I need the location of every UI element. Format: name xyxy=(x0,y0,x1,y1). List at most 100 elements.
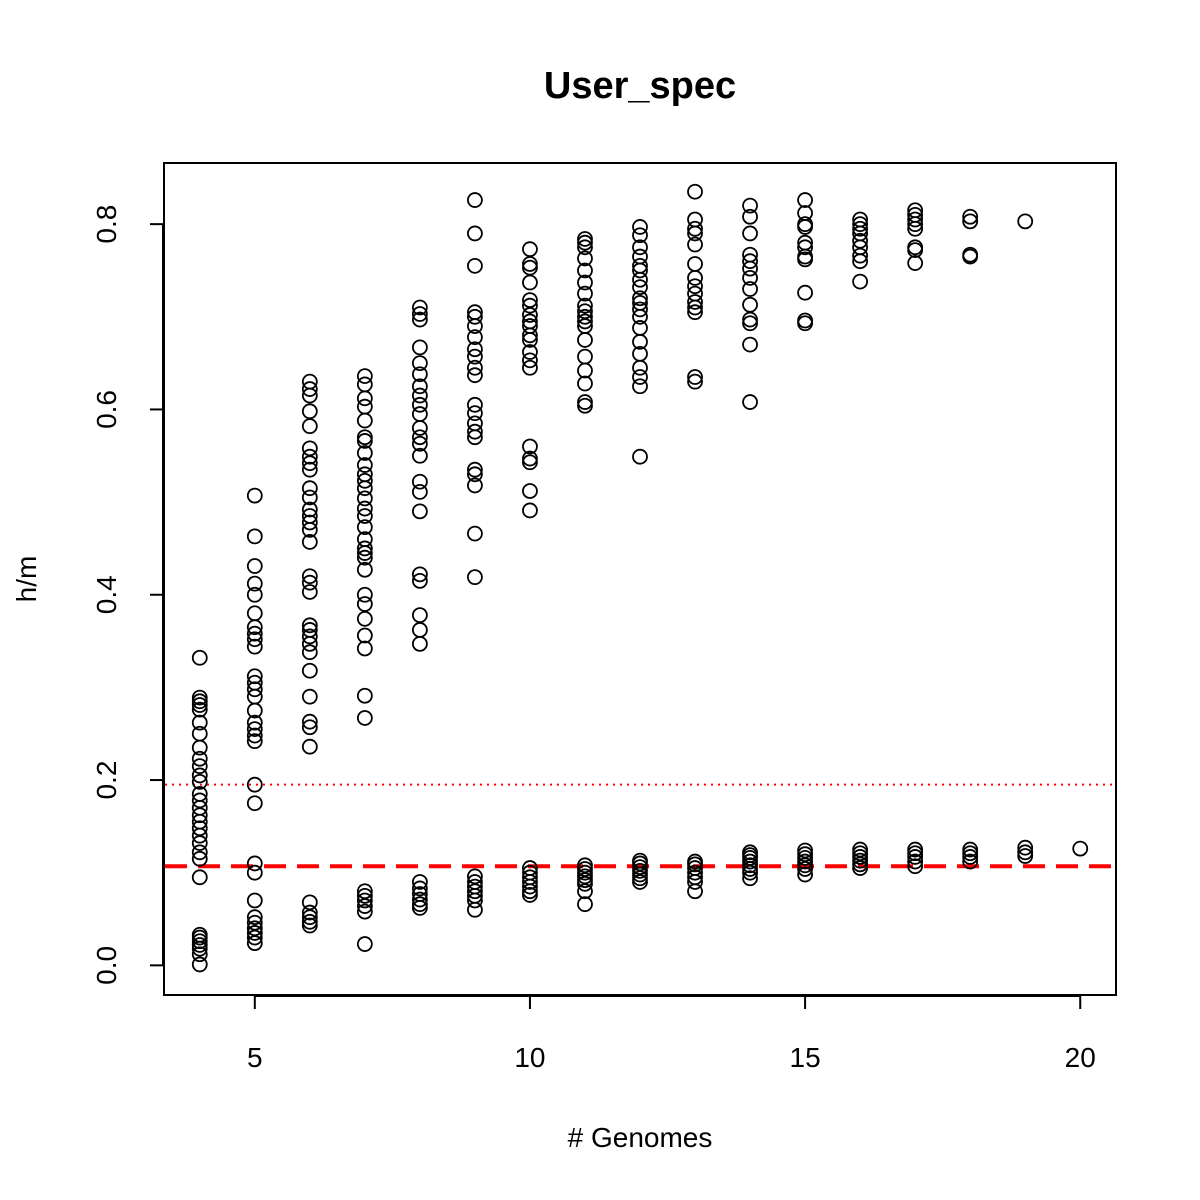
data-point xyxy=(632,271,648,288)
data-point xyxy=(356,490,373,507)
data-point xyxy=(301,917,318,934)
data-point xyxy=(246,855,263,872)
data-point xyxy=(632,866,648,883)
data-point xyxy=(301,403,318,420)
data-point xyxy=(191,850,208,867)
data-point xyxy=(577,883,593,900)
data-point xyxy=(797,192,813,208)
data-point xyxy=(632,308,648,325)
data-point xyxy=(797,849,813,866)
data-point xyxy=(191,758,208,775)
data-point xyxy=(467,348,483,365)
data-point xyxy=(356,433,373,449)
reference-lines xyxy=(165,783,1115,869)
data-point xyxy=(632,219,648,235)
data-point xyxy=(797,853,813,870)
x-axis: 5 10 15 20 xyxy=(247,995,1096,1073)
data-point xyxy=(467,423,483,440)
data-point xyxy=(301,688,318,705)
data-point xyxy=(356,936,373,952)
data-point xyxy=(301,644,318,661)
data-point xyxy=(577,285,593,302)
data-point xyxy=(742,225,758,242)
data-point xyxy=(577,348,593,365)
data-point xyxy=(742,853,758,870)
data-point xyxy=(687,220,703,237)
data-point xyxy=(467,569,483,586)
data-point xyxy=(962,213,979,230)
data-point xyxy=(522,352,538,369)
data-point xyxy=(852,247,869,264)
data-point xyxy=(411,311,428,328)
data-point xyxy=(852,849,869,865)
data-point xyxy=(356,545,373,561)
data-point xyxy=(522,359,538,376)
data-point xyxy=(411,420,428,436)
x-tick-label: 20 xyxy=(1065,1042,1096,1073)
data-point xyxy=(522,332,538,348)
data-point xyxy=(742,253,758,270)
data-point xyxy=(852,856,869,873)
data-point xyxy=(577,234,593,251)
data-point xyxy=(411,406,428,422)
x-tick-label: 10 xyxy=(514,1042,545,1073)
data-point xyxy=(632,378,648,395)
data-point xyxy=(1072,840,1089,857)
data-point xyxy=(467,257,483,274)
data-point xyxy=(246,528,263,545)
data-point xyxy=(577,362,593,379)
data-point xyxy=(632,862,648,879)
data-point xyxy=(301,418,318,435)
data-point xyxy=(356,892,373,909)
data-point xyxy=(467,461,483,478)
data-point xyxy=(356,586,373,603)
data-point xyxy=(742,269,758,286)
data-point xyxy=(687,373,703,390)
data-point xyxy=(246,487,263,504)
data-point xyxy=(246,619,263,636)
data-point xyxy=(522,883,538,900)
data-point xyxy=(411,572,428,589)
data-point xyxy=(687,883,703,900)
data-point xyxy=(411,622,428,638)
data-point xyxy=(246,558,263,574)
data-point xyxy=(191,835,208,851)
data-point xyxy=(191,767,208,784)
data-point xyxy=(742,864,758,881)
data-point xyxy=(962,248,979,265)
data-point xyxy=(356,610,373,627)
data-point xyxy=(356,445,373,461)
data-point xyxy=(742,296,758,313)
data-point xyxy=(907,858,924,875)
data-point xyxy=(852,852,869,869)
data-point xyxy=(356,596,373,612)
data-point xyxy=(962,841,979,858)
data-point xyxy=(191,750,208,767)
data-point xyxy=(522,344,538,360)
data-point xyxy=(356,429,373,446)
data-point xyxy=(632,239,648,256)
data-point xyxy=(687,856,703,873)
data-point xyxy=(301,387,318,404)
data-point xyxy=(301,628,318,645)
data-point xyxy=(522,887,538,903)
data-point xyxy=(632,448,648,465)
data-point xyxy=(687,874,703,890)
data-point xyxy=(301,662,318,679)
data-point xyxy=(301,440,318,457)
data-point xyxy=(246,668,263,685)
data-point xyxy=(687,369,703,385)
data-point xyxy=(687,225,703,242)
data-point xyxy=(301,534,318,550)
data-point xyxy=(246,864,263,881)
data-point xyxy=(797,219,813,235)
data-point xyxy=(467,359,483,376)
data-point xyxy=(852,216,869,233)
data-point xyxy=(356,540,373,557)
data-point xyxy=(246,929,263,946)
data-point xyxy=(907,849,924,865)
data-point xyxy=(467,415,483,432)
data-point xyxy=(356,368,373,384)
data-point xyxy=(852,253,869,270)
data-point xyxy=(411,306,428,322)
